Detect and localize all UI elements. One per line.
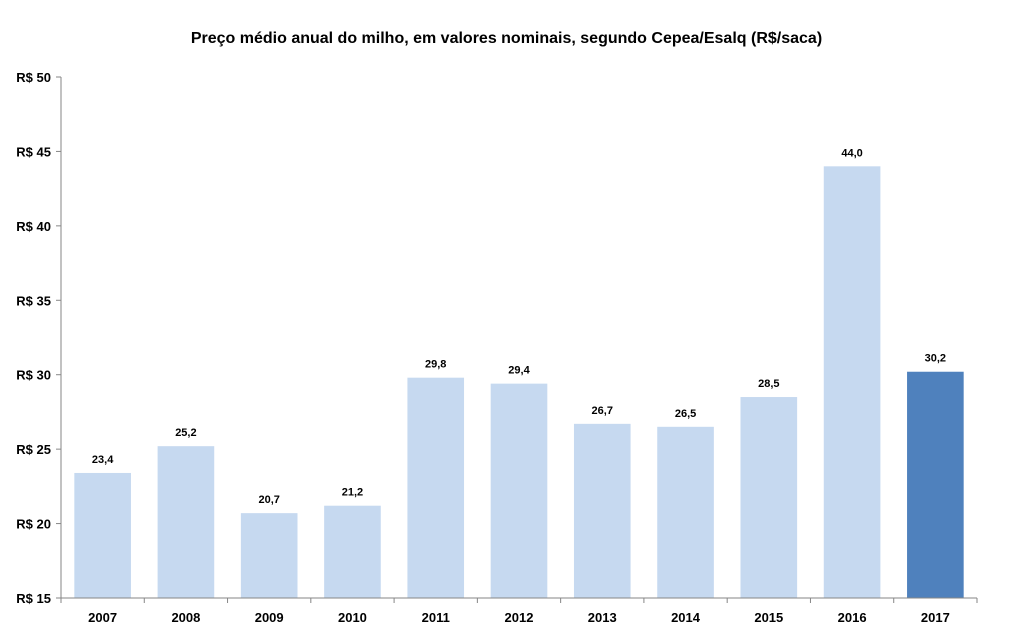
data-label-2007: 23,4 [92, 454, 114, 466]
y-tick-label-30: R$ 30 [16, 368, 51, 383]
data-label-2008: 25,2 [175, 427, 196, 439]
bar-2012 [490, 383, 548, 598]
x-tick-label-2016: 2016 [838, 610, 867, 625]
data-label-2014: 26,5 [675, 408, 696, 420]
bar-2011 [407, 377, 465, 598]
y-tick-label-50: R$ 50 [16, 70, 51, 85]
y-tick-label-25: R$ 25 [16, 442, 51, 457]
y-tick-label-15: R$ 15 [16, 591, 51, 606]
bar-2014 [657, 426, 714, 598]
y-tick-label-20: R$ 20 [16, 517, 51, 532]
x-tick-label-2013: 2013 [588, 610, 617, 625]
data-label-2011: 29,8 [425, 359, 446, 371]
bar-2016 [823, 166, 881, 599]
bar-2017 [907, 371, 964, 598]
y-tick-label-35: R$ 35 [16, 293, 51, 308]
bar-2007 [74, 472, 131, 598]
x-tick-label-2009: 2009 [255, 610, 284, 625]
data-label-2012: 29,4 [508, 365, 530, 377]
bar-2009 [240, 513, 298, 598]
labels-layer: 23,4 2007 25,2 2008 20,7 2009 21,2 2010 29,8 2011… [16, 70, 950, 625]
data-label-2016: 44,0 [841, 147, 862, 159]
chart-title: Preço médio anual do milho, em valores n… [190, 30, 823, 47]
x-tick-label-2017: 2017 [921, 610, 950, 625]
data-label-2015: 28,5 [758, 378, 779, 390]
x-tick-label-2011: 2011 [422, 610, 450, 625]
bar-2008 [157, 446, 215, 598]
data-label-2017: 30,2 [925, 353, 946, 365]
data-label-2013: 26,7 [592, 405, 613, 417]
bar-2013 [573, 423, 631, 598]
x-tick-label-2012: 2012 [505, 610, 534, 625]
y-tick-label-40: R$ 40 [16, 219, 51, 234]
x-tick-label-2007: 2007 [88, 610, 117, 625]
bar-2010 [324, 505, 381, 598]
bar-2015 [740, 397, 798, 598]
axes-layer [56, 76, 978, 603]
data-label-2009: 20,7 [258, 494, 279, 506]
x-tick-label-2014: 2014 [671, 610, 701, 625]
x-tick-label-2010: 2010 [338, 610, 367, 625]
data-label-2010: 21,2 [342, 487, 363, 499]
x-tick-label-2015: 2015 [754, 610, 783, 625]
y-tick-label-45: R$ 45 [16, 144, 51, 159]
bars-layer [74, 166, 964, 599]
x-tick-label-2008: 2008 [171, 610, 200, 625]
